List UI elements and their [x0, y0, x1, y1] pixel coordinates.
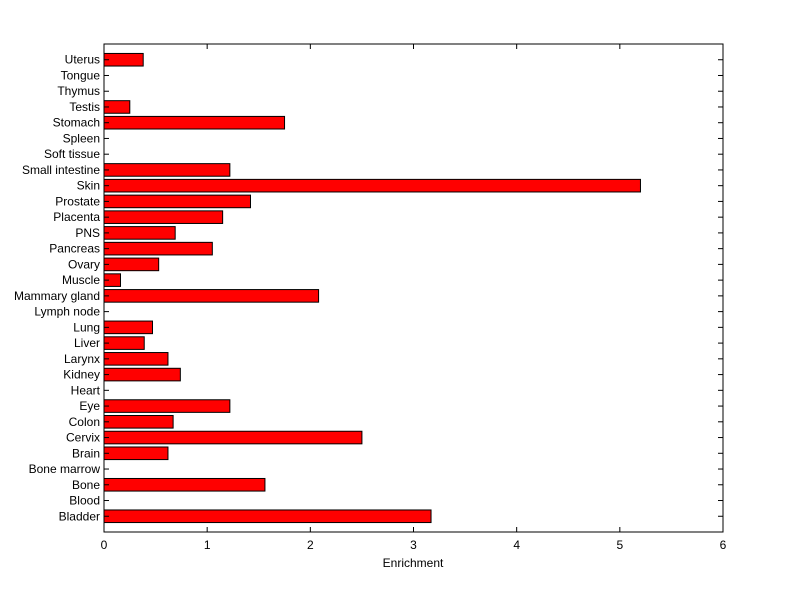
y-tick-label: Small intestine	[22, 163, 100, 177]
y-tick-label: Bone marrow	[29, 462, 101, 476]
y-tick-label: Eye	[79, 399, 100, 413]
x-tick-label: 1	[204, 538, 211, 552]
bar-ovary	[103, 257, 160, 272]
y-tick-label: Mammary gland	[14, 289, 100, 303]
y-tick-label: Cervix	[66, 431, 100, 445]
y-tick-label: Larynx	[64, 352, 100, 366]
y-tick-label: Pancreas	[49, 242, 100, 256]
y-tick-label: Blood	[69, 494, 100, 508]
y-tick-label: Thymus	[57, 84, 100, 98]
bar-bone	[103, 477, 266, 492]
y-tick-label: Liver	[74, 336, 100, 350]
y-tick-label: PNS	[75, 226, 100, 240]
bar-placenta	[103, 210, 224, 224]
y-tick-label: Skin	[77, 179, 100, 193]
y-tick-label: Soft tissue	[44, 147, 100, 161]
y-tick-label: Bladder	[59, 509, 100, 523]
y-tick-label: Lung	[73, 320, 100, 334]
x-tick-label: 0	[101, 538, 108, 552]
x-tick-label: 4	[513, 538, 520, 552]
x-tick-label: 5	[616, 538, 623, 552]
x-tick-label: 2	[307, 538, 314, 552]
y-tick-label: Ovary	[68, 257, 100, 271]
bar-cervix	[103, 430, 363, 445]
bar-kidney	[103, 367, 181, 382]
bar-mammary-gland	[103, 289, 320, 303]
bar-pancreas	[103, 241, 213, 256]
y-tick-label: Kidney	[63, 368, 100, 382]
y-tick-label: Muscle	[62, 273, 100, 287]
bar-brain	[103, 446, 169, 461]
x-tick-label: 6	[720, 538, 727, 552]
bar-bladder	[103, 509, 432, 524]
bar-larynx	[103, 352, 169, 366]
bar-prostate	[103, 194, 251, 209]
bar-pns	[103, 226, 176, 240]
y-tick-label: Spleen	[63, 131, 100, 145]
y-tick-label: Uterus	[65, 53, 100, 67]
bar-uterus	[103, 52, 144, 67]
bar-skin	[103, 178, 641, 193]
y-tick-label: Lymph node	[34, 305, 100, 319]
y-tick-label: Bone	[72, 478, 100, 492]
y-tick-label: Heart	[71, 383, 101, 397]
x-tick-label: 3	[410, 538, 417, 552]
y-tick-label: Testis	[69, 100, 100, 114]
y-tick-label: Brain	[72, 446, 100, 460]
y-tick-label: Colon	[69, 415, 100, 429]
bar-eye	[103, 399, 231, 413]
y-tick-label: Placenta	[53, 210, 100, 224]
y-tick-label: Prostate	[55, 194, 100, 208]
bar-lung	[103, 320, 153, 335]
y-tick-label: Stomach	[53, 116, 100, 130]
bar-stomach	[103, 115, 286, 130]
x-axis-label: Enrichment	[383, 556, 444, 570]
bar-colon	[103, 415, 174, 429]
bar-small-intestine	[103, 163, 231, 177]
y-tick-label: Tongue	[61, 68, 101, 82]
bar-liver	[103, 336, 145, 350]
